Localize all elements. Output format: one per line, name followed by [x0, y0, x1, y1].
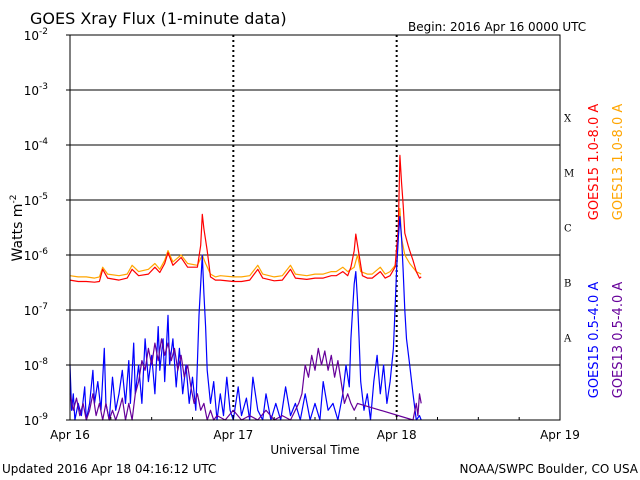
- flare-class-label: A: [563, 334, 572, 345]
- x-tick-label: Apr 17: [213, 428, 253, 442]
- x-tick-label: Apr 19: [540, 428, 580, 442]
- flare-class-label: M: [564, 169, 574, 180]
- legend-label: GOES13 1.0-8.0 A: [611, 104, 626, 221]
- legend-label: GOES15 1.0-8.0 A: [587, 104, 602, 221]
- y-axis-ticks: 10-2 10-3 10-4 10-5 10-6 10-7 10-8 10-9: [24, 27, 560, 428]
- y-tick-label: 10-5: [24, 192, 48, 208]
- y-axis-label: Watts m-2: [9, 195, 26, 262]
- legend: GOES15 1.0-8.0 A GOES13 1.0-8.0 A GOES15 0…: [587, 104, 626, 399]
- flare-class-label: X: [564, 114, 572, 125]
- begin-label: Begin: 2016 Apr 16 0000 UTC: [408, 20, 586, 34]
- source-credit: NOAA/SWPC Boulder, CO USA: [460, 462, 639, 476]
- legend-entry: GOES15 0.5-4.0 A: [587, 282, 602, 399]
- flare-class-label: C: [564, 224, 572, 235]
- updated-timestamp: Updated 2016 Apr 18 04:16:12 UTC: [2, 462, 216, 476]
- flare-class-label: B: [564, 279, 571, 290]
- legend-entry: GOES13 0.5-4.0 A: [611, 282, 626, 399]
- series-line: [69, 207, 422, 279]
- x-axis-ticks: Apr 16 Apr 17 Apr 18 Apr 19: [50, 415, 580, 442]
- x-tick-label: Apr 16: [50, 428, 90, 442]
- y-tick-label: 10-6: [24, 247, 49, 263]
- chart-title: GOES Xray Flux (1-minute data): [30, 9, 287, 28]
- series-line: [69, 154, 422, 283]
- flare-class-labels: X M C B A: [563, 114, 574, 345]
- y-tick-label: 10-2: [24, 27, 48, 43]
- legend-entry: GOES15 1.0-8.0 A: [587, 104, 602, 221]
- vertical-day-lines: [232, 35, 398, 420]
- y-tick-label: 10-8: [24, 357, 49, 373]
- legend-label: GOES15 0.5-4.0 A: [587, 282, 602, 399]
- series-line: [69, 216, 422, 421]
- legend-entry: GOES13 1.0-8.0 A: [611, 104, 626, 221]
- x-axis-label: Universal Time: [270, 443, 359, 457]
- y-tick-label: 10-3: [24, 82, 48, 98]
- y-tick-label: 10-4: [24, 137, 49, 153]
- legend-label: GOES13 0.5-4.0 A: [611, 282, 626, 399]
- y-tick-label: 10-9: [24, 412, 49, 428]
- series-line: [69, 338, 422, 421]
- series-layer: [69, 154, 422, 421]
- y-tick-label: 10-7: [24, 302, 48, 318]
- y-axis-label-group: Watts m-2: [9, 195, 26, 262]
- x-tick-label: Apr 18: [377, 428, 417, 442]
